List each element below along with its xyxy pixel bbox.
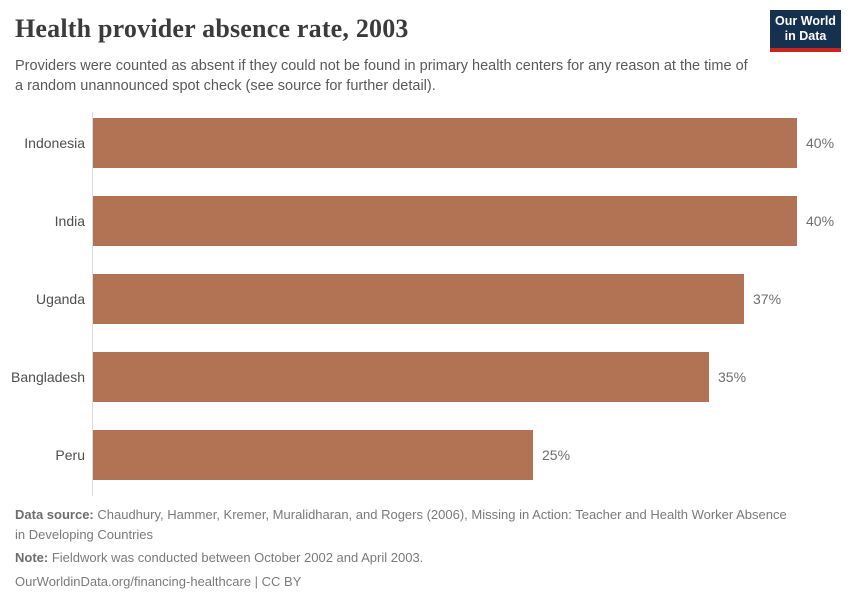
bar[interactable] (93, 352, 709, 402)
y-axis-line (92, 112, 93, 496)
owid-logo[interactable]: Our World in Data (770, 10, 841, 52)
bar-row: India 40% (0, 196, 850, 246)
value-label: 25% (542, 447, 571, 463)
chart-subtitle: Providers were counted as absent if they… (15, 58, 748, 94)
chart-footer: Data source: Chaudhury, Hammer, Kremer, … (15, 505, 797, 595)
bar[interactable] (93, 430, 533, 480)
category-label: India (54, 213, 85, 229)
note-line: Note: Fieldwork was conducted between Oc… (15, 548, 797, 568)
owid-logo-line2: in Data (784, 29, 827, 43)
value-label: 40% (806, 135, 835, 151)
license-text: CC BY (261, 573, 302, 589)
category-label: Uganda (35, 291, 85, 307)
category-label: Indonesia (24, 135, 85, 151)
owid-logo-line1: Our World (775, 14, 836, 28)
bar[interactable] (93, 196, 797, 246)
bar-row: Uganda 37% (0, 274, 850, 324)
value-label: 40% (806, 213, 835, 229)
bar[interactable] (93, 118, 797, 168)
category-label: Peru (55, 447, 85, 463)
value-label: 37% (753, 291, 782, 307)
bar-row: Peru 25% (0, 430, 850, 480)
owid-url-link[interactable]: OurWorldinData.org/financing-healthcare (15, 573, 252, 589)
separator: | (251, 573, 262, 589)
note-text: Fieldwork was conducted between October … (48, 550, 424, 565)
data-source-text: Chaudhury, Hammer, Kremer, Muralidharan,… (15, 507, 787, 542)
bar-chart: Indonesia 40% India 40% Uganda 37% Bangladesh 3… (0, 110, 850, 500)
data-source-label: Data source: (15, 507, 94, 522)
bar[interactable] (93, 274, 744, 324)
value-label: 35% (718, 369, 747, 385)
attribution-line: OurWorldinData.org/financing-healthcare … (15, 572, 797, 592)
data-source-line: Data source: Chaudhury, Hammer, Kremer, … (15, 505, 797, 544)
page-title: Health provider absence rate, 2003 (15, 14, 409, 43)
bar-row: Bangladesh 35% (0, 352, 850, 402)
category-label: Bangladesh (11, 369, 85, 385)
note-label: Note: (15, 550, 49, 565)
bar-row: Indonesia 40% (0, 118, 850, 168)
